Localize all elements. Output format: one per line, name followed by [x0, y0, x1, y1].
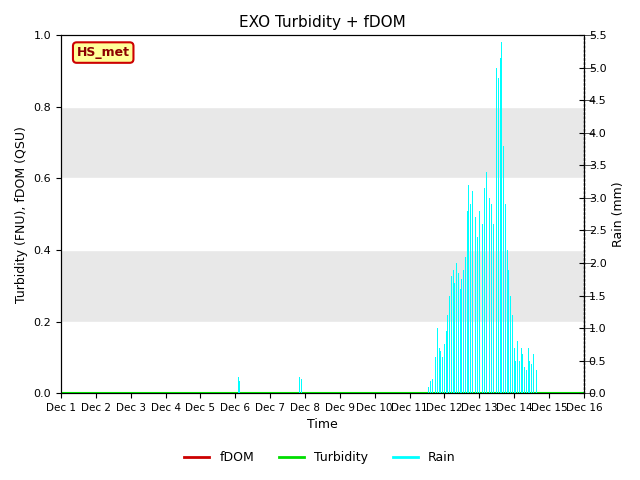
- Bar: [519, 360, 520, 393]
- Bar: [515, 360, 516, 393]
- Bar: [524, 367, 525, 393]
- Bar: [498, 78, 499, 393]
- Bar: [460, 289, 461, 393]
- Bar: [531, 364, 532, 393]
- Bar: [517, 341, 518, 393]
- Bar: [484, 188, 485, 393]
- Bar: [521, 348, 522, 393]
- Bar: [461, 279, 462, 393]
- Bar: [512, 315, 513, 393]
- Bar: [533, 354, 534, 393]
- Bar: [510, 296, 511, 393]
- Bar: [444, 344, 445, 393]
- Bar: [507, 250, 508, 393]
- Bar: [522, 354, 524, 393]
- Bar: [491, 204, 492, 393]
- Bar: [477, 237, 478, 393]
- Bar: [237, 377, 239, 393]
- Bar: [479, 211, 480, 393]
- Bar: [529, 360, 531, 393]
- Bar: [437, 328, 438, 393]
- Bar: [458, 273, 459, 393]
- Bar: [514, 348, 515, 393]
- Bar: [465, 256, 466, 393]
- Bar: [61, 250, 584, 322]
- Bar: [452, 270, 454, 393]
- Legend: fDOM, Turbidity, Rain: fDOM, Turbidity, Rain: [179, 446, 461, 469]
- Bar: [432, 379, 433, 393]
- Bar: [428, 386, 429, 393]
- Y-axis label: Rain (mm): Rain (mm): [612, 181, 625, 247]
- Bar: [496, 68, 497, 393]
- Bar: [456, 263, 457, 393]
- Bar: [468, 185, 469, 393]
- Bar: [445, 331, 447, 393]
- Bar: [505, 204, 506, 393]
- Text: HS_met: HS_met: [77, 46, 130, 59]
- Bar: [451, 276, 452, 393]
- Bar: [440, 351, 442, 393]
- X-axis label: Time: Time: [307, 419, 338, 432]
- Bar: [454, 283, 455, 393]
- Y-axis label: Turbidity (FNU), fDOM (QSU): Turbidity (FNU), fDOM (QSU): [15, 126, 28, 303]
- Bar: [526, 371, 527, 393]
- Title: EXO Turbidity + fDOM: EXO Turbidity + fDOM: [239, 15, 406, 30]
- Bar: [503, 146, 504, 393]
- Bar: [534, 360, 536, 393]
- Bar: [447, 315, 449, 393]
- Bar: [527, 348, 529, 393]
- Bar: [439, 348, 440, 393]
- Bar: [238, 379, 239, 393]
- Bar: [433, 354, 435, 393]
- Bar: [435, 357, 436, 393]
- Bar: [536, 371, 537, 393]
- Bar: [472, 192, 473, 393]
- Bar: [301, 379, 302, 393]
- Bar: [430, 382, 431, 393]
- Bar: [508, 270, 509, 393]
- Bar: [239, 382, 240, 393]
- Bar: [470, 204, 471, 393]
- Bar: [463, 270, 464, 393]
- Bar: [449, 296, 450, 393]
- Bar: [61, 107, 584, 179]
- Bar: [442, 357, 443, 393]
